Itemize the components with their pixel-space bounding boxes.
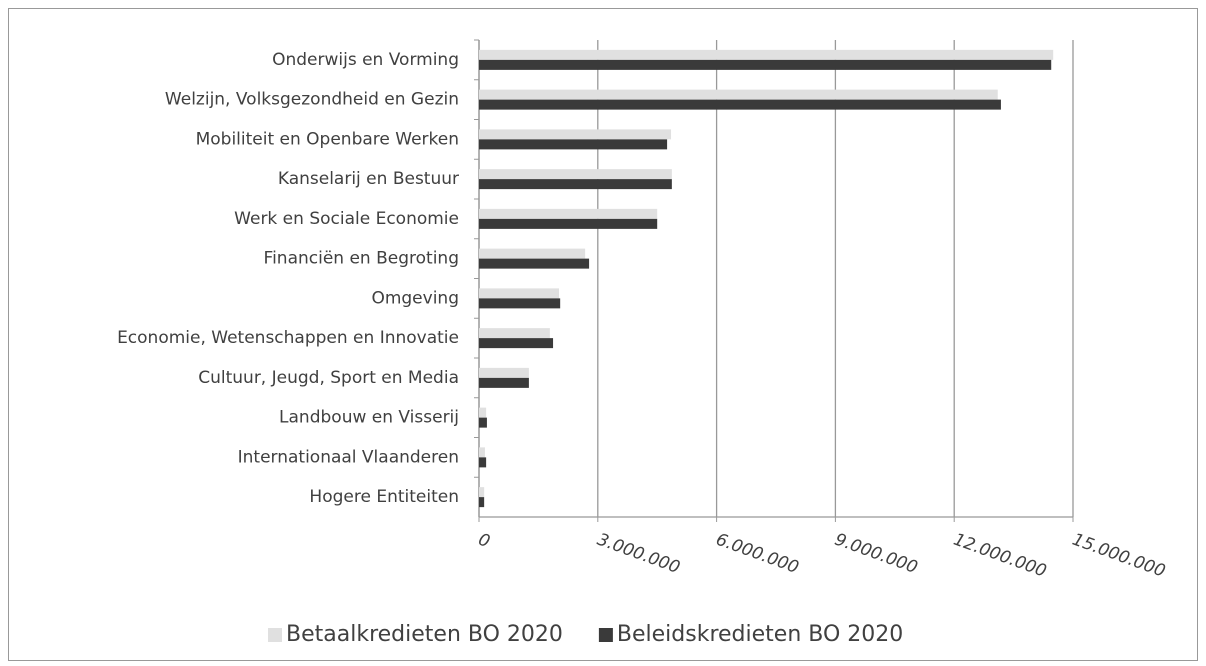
bar xyxy=(479,367,529,378)
bar xyxy=(479,487,485,498)
y-tick-label: Werk en Sociale Economie xyxy=(234,209,459,229)
chart-border xyxy=(8,8,1198,661)
bar xyxy=(479,169,672,180)
y-tick-label: Economie, Wetenschappen en Innovatie xyxy=(117,328,459,348)
y-tick-label: Mobiliteit en Openbare Werken xyxy=(196,129,459,149)
y-tick-label: Welzijn, Volksgezondheid en Gezin xyxy=(165,90,459,110)
y-tick-label: Omgeving xyxy=(371,288,459,308)
bar xyxy=(479,497,485,508)
bar xyxy=(479,218,658,229)
bar xyxy=(479,99,1001,110)
bar xyxy=(479,288,559,299)
bar xyxy=(479,258,590,269)
y-tick-label: Hogere Entiteiten xyxy=(309,487,459,507)
bar xyxy=(479,49,1054,60)
legend-swatch xyxy=(598,628,613,642)
y-tick-label: Cultuur, Jeugd, Sport en Media xyxy=(198,368,459,388)
x-tick-label: 15.000.000 xyxy=(1070,530,1168,582)
legend-swatch xyxy=(268,628,282,642)
y-tick-label: Onderwijs en Vorming xyxy=(272,50,459,70)
x-tick-label: 9.000.000 xyxy=(832,530,920,578)
legend-label: Beleidskredieten BO 2020 xyxy=(617,622,903,647)
x-tick-label: 12.000.000 xyxy=(951,530,1049,582)
bar xyxy=(479,179,672,190)
x-tick-label: 6.000.000 xyxy=(713,530,801,578)
y-tick-label: Landbouw en Visserij xyxy=(279,408,459,428)
bar xyxy=(479,298,561,309)
bar xyxy=(479,139,668,150)
bar xyxy=(479,248,586,259)
bar xyxy=(479,59,1052,70)
bar xyxy=(479,377,529,388)
y-tick-label: Kanselarij en Bestuur xyxy=(278,169,459,189)
bar xyxy=(479,417,487,428)
bar xyxy=(479,338,554,349)
bar xyxy=(479,328,550,339)
y-tick-label: Financiën en Begroting xyxy=(264,249,459,269)
bar xyxy=(479,457,487,468)
x-tick-label: 3.000.000 xyxy=(594,530,682,578)
y-tick-label: Internationaal Vlaanderen xyxy=(238,447,459,467)
x-tick-label: 0 xyxy=(476,530,493,552)
bar xyxy=(479,129,672,140)
bar xyxy=(479,447,485,458)
legend-label: Betaalkredieten BO 2020 xyxy=(286,622,563,647)
bar xyxy=(479,89,998,100)
bar xyxy=(479,208,658,219)
bar xyxy=(479,407,487,418)
